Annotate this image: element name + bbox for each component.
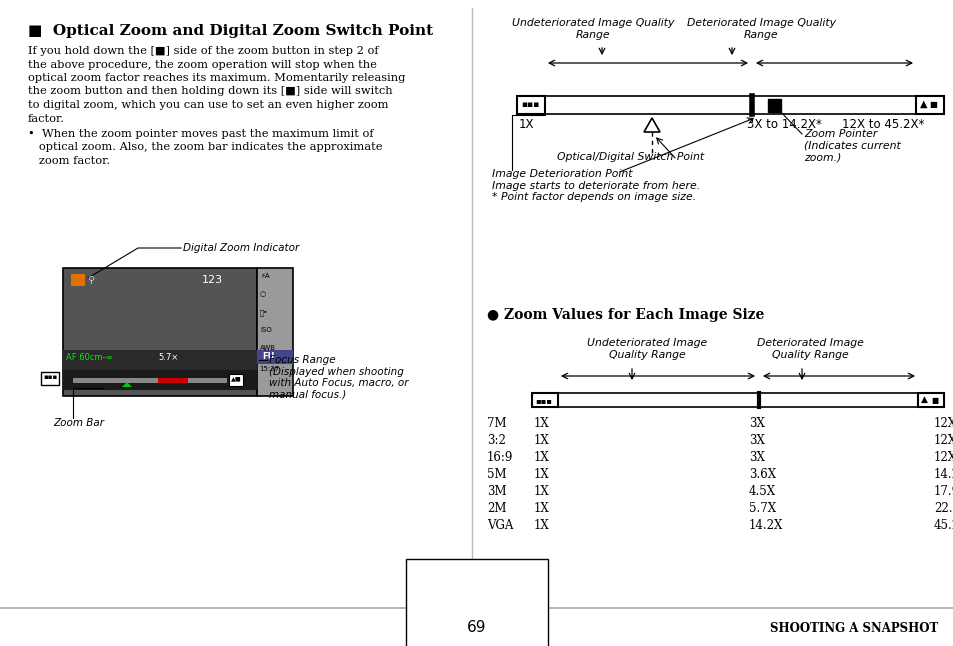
Text: ISO: ISO bbox=[260, 327, 272, 333]
Text: ■: ■ bbox=[928, 100, 936, 109]
Text: ■: ■ bbox=[930, 396, 937, 405]
Text: Zoom Bar: Zoom Bar bbox=[53, 418, 104, 428]
Bar bbox=[73, 378, 227, 383]
Text: 1X: 1X bbox=[534, 417, 549, 430]
Text: ▪▪▪: ▪▪▪ bbox=[520, 100, 538, 109]
Text: FU: FU bbox=[262, 352, 274, 361]
Text: Undeteriorated Image
Quality Range: Undeteriorated Image Quality Range bbox=[586, 338, 706, 360]
Text: ▲: ▲ bbox=[920, 395, 927, 404]
Text: ▲: ▲ bbox=[919, 99, 926, 109]
Text: 16:9: 16:9 bbox=[486, 451, 513, 464]
Bar bbox=[229, 374, 243, 386]
Text: zoom factor.: zoom factor. bbox=[28, 156, 110, 166]
Text: Optical/Digital Switch Point: Optical/Digital Switch Point bbox=[557, 152, 703, 162]
Text: 14.2X: 14.2X bbox=[933, 468, 953, 481]
Text: Digital Zoom Indicator: Digital Zoom Indicator bbox=[183, 243, 299, 253]
Text: 14.2X: 14.2X bbox=[748, 519, 782, 532]
Text: Zoom Pointer
(Indicates current
zoom.): Zoom Pointer (Indicates current zoom.) bbox=[803, 129, 900, 162]
Text: 12X: 12X bbox=[933, 434, 953, 447]
Text: ⚲: ⚲ bbox=[87, 275, 94, 285]
Text: 3:2: 3:2 bbox=[486, 434, 505, 447]
Text: If you hold down the [■] side of the zoom button in step 2 of: If you hold down the [■] side of the zoo… bbox=[28, 46, 378, 56]
Text: the above procedure, the zoom operation will stop when the: the above procedure, the zoom operation … bbox=[28, 59, 376, 70]
Text: 17.9X: 17.9X bbox=[933, 485, 953, 498]
Text: 1X: 1X bbox=[534, 485, 549, 498]
Text: ○: ○ bbox=[260, 291, 266, 297]
Text: 69: 69 bbox=[467, 620, 486, 635]
Text: 5M: 5M bbox=[486, 468, 506, 481]
Text: ■  Optical Zoom and Digital Zoom Switch Point: ■ Optical Zoom and Digital Zoom Switch P… bbox=[28, 24, 433, 38]
Text: 12X: 12X bbox=[933, 451, 953, 464]
Bar bbox=[63, 350, 256, 370]
Text: 3X: 3X bbox=[748, 434, 764, 447]
Text: Deteriorated Image
Quality Range: Deteriorated Image Quality Range bbox=[757, 338, 863, 360]
Polygon shape bbox=[122, 382, 132, 387]
Bar bbox=[41, 372, 59, 385]
Text: 22.6X: 22.6X bbox=[933, 502, 953, 515]
Text: ● Zoom Values for Each Image Size: ● Zoom Values for Each Image Size bbox=[486, 308, 763, 322]
Text: to digital zoom, which you can use to set an even higher zoom: to digital zoom, which you can use to se… bbox=[28, 100, 388, 110]
Text: 5.7×: 5.7× bbox=[158, 353, 178, 362]
Bar bbox=[917, 393, 943, 407]
Text: 12X: 12X bbox=[933, 417, 953, 430]
Text: 3X: 3X bbox=[748, 451, 764, 464]
Text: 1X: 1X bbox=[534, 451, 549, 464]
Bar bbox=[63, 268, 256, 396]
Text: the zoom button and then holding down its [■] side will switch: the zoom button and then holding down it… bbox=[28, 87, 393, 96]
Text: 3X to 14.2X*: 3X to 14.2X* bbox=[746, 118, 821, 131]
Text: AWB: AWB bbox=[260, 345, 275, 351]
Text: Image Deterioration Point
Image starts to deteriorate from here.
* Point factor : Image Deterioration Point Image starts t… bbox=[492, 169, 700, 202]
Bar bbox=[767, 99, 781, 112]
Text: 1X: 1X bbox=[534, 434, 549, 447]
Text: ⚡A: ⚡A bbox=[260, 273, 270, 279]
Text: ⬜•: ⬜• bbox=[260, 309, 268, 316]
Text: 5.7X: 5.7X bbox=[748, 502, 776, 515]
Bar bbox=[532, 393, 558, 407]
Text: Focus Range
(Displayed when shooting
with Auto Focus, macro, or
manual focus.): Focus Range (Displayed when shooting wit… bbox=[269, 355, 408, 400]
Text: 45.2X: 45.2X bbox=[933, 519, 953, 532]
Text: 3X: 3X bbox=[748, 417, 764, 430]
Text: Undeteriorated Image Quality
Range: Undeteriorated Image Quality Range bbox=[512, 18, 674, 39]
Text: VGA: VGA bbox=[486, 519, 513, 532]
Bar bbox=[157, 378, 189, 383]
Text: factor.: factor. bbox=[28, 114, 65, 123]
Bar bbox=[71, 274, 85, 286]
Text: 1X: 1X bbox=[518, 118, 534, 131]
Bar bbox=[915, 96, 943, 114]
Text: optical zoom. Also, the zoom bar indicates the approximate: optical zoom. Also, the zoom bar indicat… bbox=[28, 143, 382, 152]
Bar bbox=[256, 268, 293, 396]
Text: •  When the zoom pointer moves past the maximum limit of: • When the zoom pointer moves past the m… bbox=[28, 129, 374, 139]
Text: 2M: 2M bbox=[486, 502, 506, 515]
Text: 1X: 1X bbox=[534, 519, 549, 532]
Text: AF 60cm-∞: AF 60cm-∞ bbox=[66, 353, 112, 362]
Text: 4.5X: 4.5X bbox=[748, 485, 776, 498]
Text: Deteriorated Image Quality
Range: Deteriorated Image Quality Range bbox=[686, 18, 835, 39]
Text: SHOOTING A SNAPSHOT: SHOOTING A SNAPSHOT bbox=[769, 622, 937, 635]
Text: 1X: 1X bbox=[534, 502, 549, 515]
Bar bbox=[256, 350, 293, 364]
Text: optical zoom factor reaches its maximum. Momentarily releasing: optical zoom factor reaches its maximum.… bbox=[28, 73, 405, 83]
Text: 15:37: 15:37 bbox=[258, 366, 279, 372]
Text: 3.6X: 3.6X bbox=[748, 468, 776, 481]
Text: 123: 123 bbox=[202, 275, 223, 285]
Text: 1X: 1X bbox=[534, 468, 549, 481]
Text: ▪▪▪: ▪▪▪ bbox=[43, 374, 57, 380]
Text: ▲■: ▲■ bbox=[231, 376, 241, 381]
Bar bbox=[63, 370, 256, 390]
Text: 3M: 3M bbox=[486, 485, 506, 498]
Bar bbox=[517, 96, 544, 114]
Text: 7M: 7M bbox=[486, 417, 506, 430]
Text: 12X to 45.2X*: 12X to 45.2X* bbox=[841, 118, 923, 131]
Text: ▪▪▪: ▪▪▪ bbox=[535, 396, 551, 405]
